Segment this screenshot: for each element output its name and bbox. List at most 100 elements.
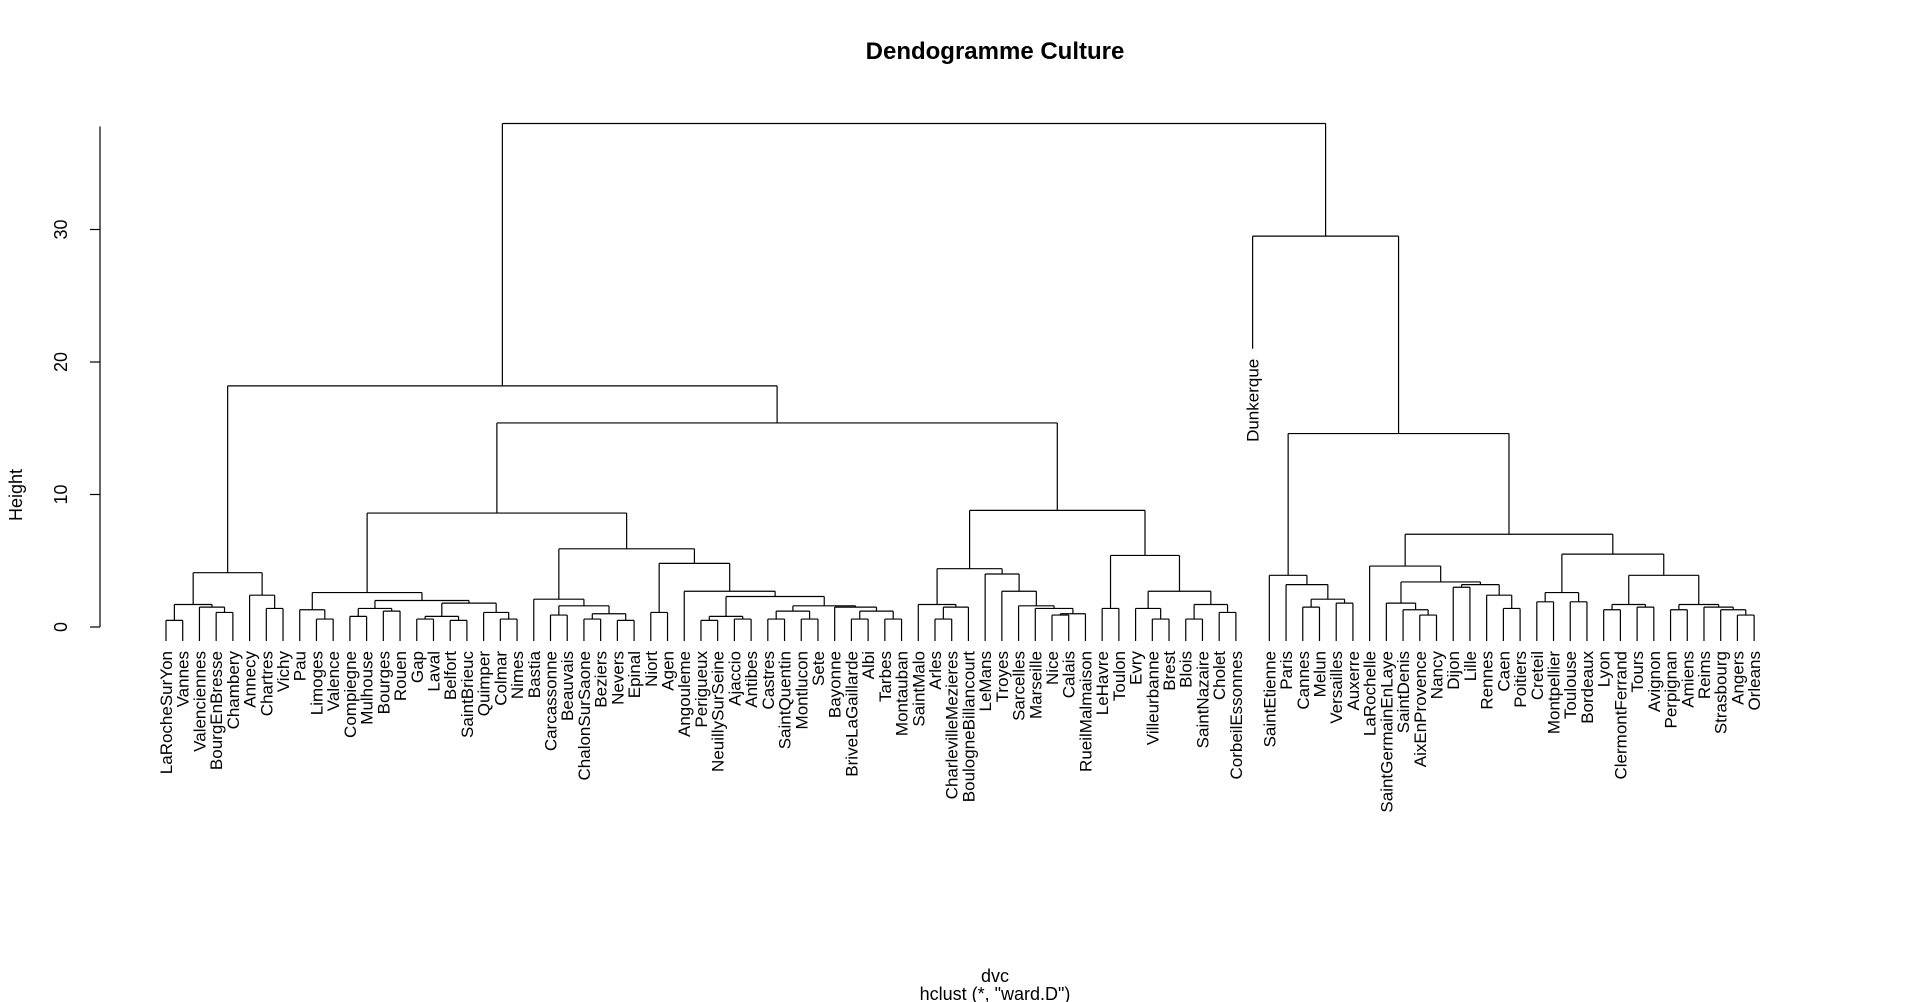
leaf-label: Versailles <box>1327 651 1346 724</box>
leaf-label: Caen <box>1494 651 1513 692</box>
leaf-label: Angouleme <box>675 651 694 737</box>
leaf-label: Blois <box>1177 651 1196 688</box>
leaf-label: Bastia <box>525 650 544 698</box>
leaf-label: Montauban <box>893 651 912 736</box>
leaf-label: Valence <box>324 651 343 711</box>
leaf-label: Pau <box>291 651 310 681</box>
leaf-label: Avignon <box>1645 651 1664 712</box>
leaf-label: Quimper <box>475 651 494 717</box>
leaf-label: Mulhouse <box>358 651 377 725</box>
leaf-label: Evry <box>1127 651 1146 686</box>
leaf-label: Cannes <box>1294 651 1313 710</box>
leaf-label: SaintGermainEnLaye <box>1377 651 1396 813</box>
leaf-label: Perigueux <box>692 651 711 728</box>
dendrogram-links <box>165 122 1755 641</box>
leaf-label: Marseille <box>1026 651 1045 719</box>
leaf-label: RueilMalmaison <box>1076 651 1095 772</box>
leaf-label: Sete <box>809 651 828 686</box>
y-axis-label: Height <box>6 469 26 521</box>
leaf-label: Beauvais <box>558 651 577 721</box>
leaf-label: Rennes <box>1478 651 1497 710</box>
leaf-label: Auxerre <box>1344 651 1363 711</box>
leaf-label: Nevers <box>608 651 627 705</box>
leaf-label: SaintEtienne <box>1260 651 1279 747</box>
leaf-label: Cholet <box>1210 651 1229 700</box>
leaf-label: Agen <box>659 651 678 691</box>
leaf-label: BourgEnBresse <box>207 651 226 770</box>
leaf-label: Tours <box>1628 651 1647 693</box>
leaf-label: Beziers <box>592 651 611 708</box>
leaf-label: Compiegne <box>341 651 360 738</box>
leaf-label: Arles <box>926 651 945 690</box>
y-axis: 0 10 20 30 <box>51 126 101 632</box>
y-tick-label: 10 <box>51 484 71 504</box>
hclust-method-label: hclust (*, "ward.D") <box>920 984 1071 1002</box>
leaf-label: Villeurbanne <box>1143 651 1162 745</box>
leaf-label: Limoges <box>307 651 326 715</box>
x-axis-label: dvc <box>981 966 1009 986</box>
leaf-label: Belfort <box>441 651 460 700</box>
leaf-label: Castres <box>759 651 778 710</box>
leaf-label: Tarbes <box>876 651 895 702</box>
leaf-label: LeMans <box>976 651 995 711</box>
leaf-label: Epinal <box>625 651 644 698</box>
leaf-label: Niort <box>642 651 661 687</box>
y-tick-label: 20 <box>51 352 71 372</box>
leaf-label: Melun <box>1310 651 1329 697</box>
leaf-label: Strasbourg <box>1712 651 1731 734</box>
leaf-label: Nancy <box>1428 651 1447 700</box>
leaf-label: Albi <box>859 651 878 679</box>
leaf-label: Lille <box>1461 651 1480 681</box>
leaf-label: Carcassonne <box>541 651 560 751</box>
leaf-label: Lyon <box>1595 651 1614 687</box>
leaf-label: NeuillySurSeine <box>709 651 728 772</box>
leaf-label: Bordeaux <box>1578 651 1597 724</box>
leaf-label: Montlucon <box>792 651 811 729</box>
leaf-label: Creteil <box>1528 651 1547 700</box>
leaf-label: CorbeilEssonnes <box>1227 651 1246 780</box>
leaf-label: SaintBrieuc <box>458 651 477 738</box>
leaf-label: Sarcelles <box>1010 651 1029 721</box>
leaf-label: Poitiers <box>1511 651 1530 708</box>
leaf-label: LaRochelle <box>1361 651 1380 736</box>
leaf-label: SaintMalo <box>909 651 928 727</box>
leaf-label: Reims <box>1695 651 1714 699</box>
leaf-label: Dijon <box>1444 651 1463 690</box>
leaf-label: Amiens <box>1678 651 1697 708</box>
leaf-label: Valenciennes <box>190 651 209 752</box>
leaf-label: Chambery <box>224 651 243 730</box>
leaf-label: LeHavre <box>1093 651 1112 715</box>
leaf-label: Ajaccio <box>725 651 744 706</box>
leaf-label: Dunkerque <box>1244 359 1263 442</box>
leaf-label: Gap <box>408 651 427 683</box>
leaf-label: Orleans <box>1745 651 1764 711</box>
leaf-label: Annecy <box>241 651 260 708</box>
leaf-label: SaintQuentin <box>776 651 795 749</box>
leaf-label: Nice <box>1043 651 1062 685</box>
leaf-label: Paris <box>1277 651 1296 690</box>
leaf-label: AixEnProvence <box>1411 651 1430 767</box>
leaf-label: Bayonne <box>826 651 845 718</box>
leaf-label: Vichy <box>274 651 293 693</box>
leaf-label: SaintDenis <box>1394 651 1413 733</box>
leaf-label: SaintNazaire <box>1193 651 1212 748</box>
leaf-label: Angers <box>1728 651 1747 705</box>
leaf-label: Colmar <box>491 651 510 706</box>
leaf-label: CharlevilleMezieres <box>943 651 962 799</box>
leaf-label: Toulouse <box>1561 651 1580 719</box>
leaf-label: ChalonSurSaone <box>575 651 594 780</box>
leaf-label: Bourges <box>374 651 393 714</box>
leaf-label: Nimes <box>508 651 527 699</box>
leaf-label: Montpellier <box>1545 651 1564 734</box>
leaf-label: Antibes <box>742 651 761 708</box>
leaf-label: Rouen <box>391 651 410 701</box>
leaf-label: Brest <box>1160 651 1179 691</box>
leaf-label: BriveLaGaillarde <box>842 651 861 777</box>
leaf-label: Vannes <box>174 651 193 707</box>
leaf-label: Perpignan <box>1662 651 1681 729</box>
leaf-label: LaRocheSurYon <box>157 651 176 774</box>
leaf-label: Toulon <box>1110 651 1129 701</box>
leaf-label: BoulogneBillancourt <box>959 651 978 802</box>
leaf-label: Calais <box>1060 651 1079 698</box>
